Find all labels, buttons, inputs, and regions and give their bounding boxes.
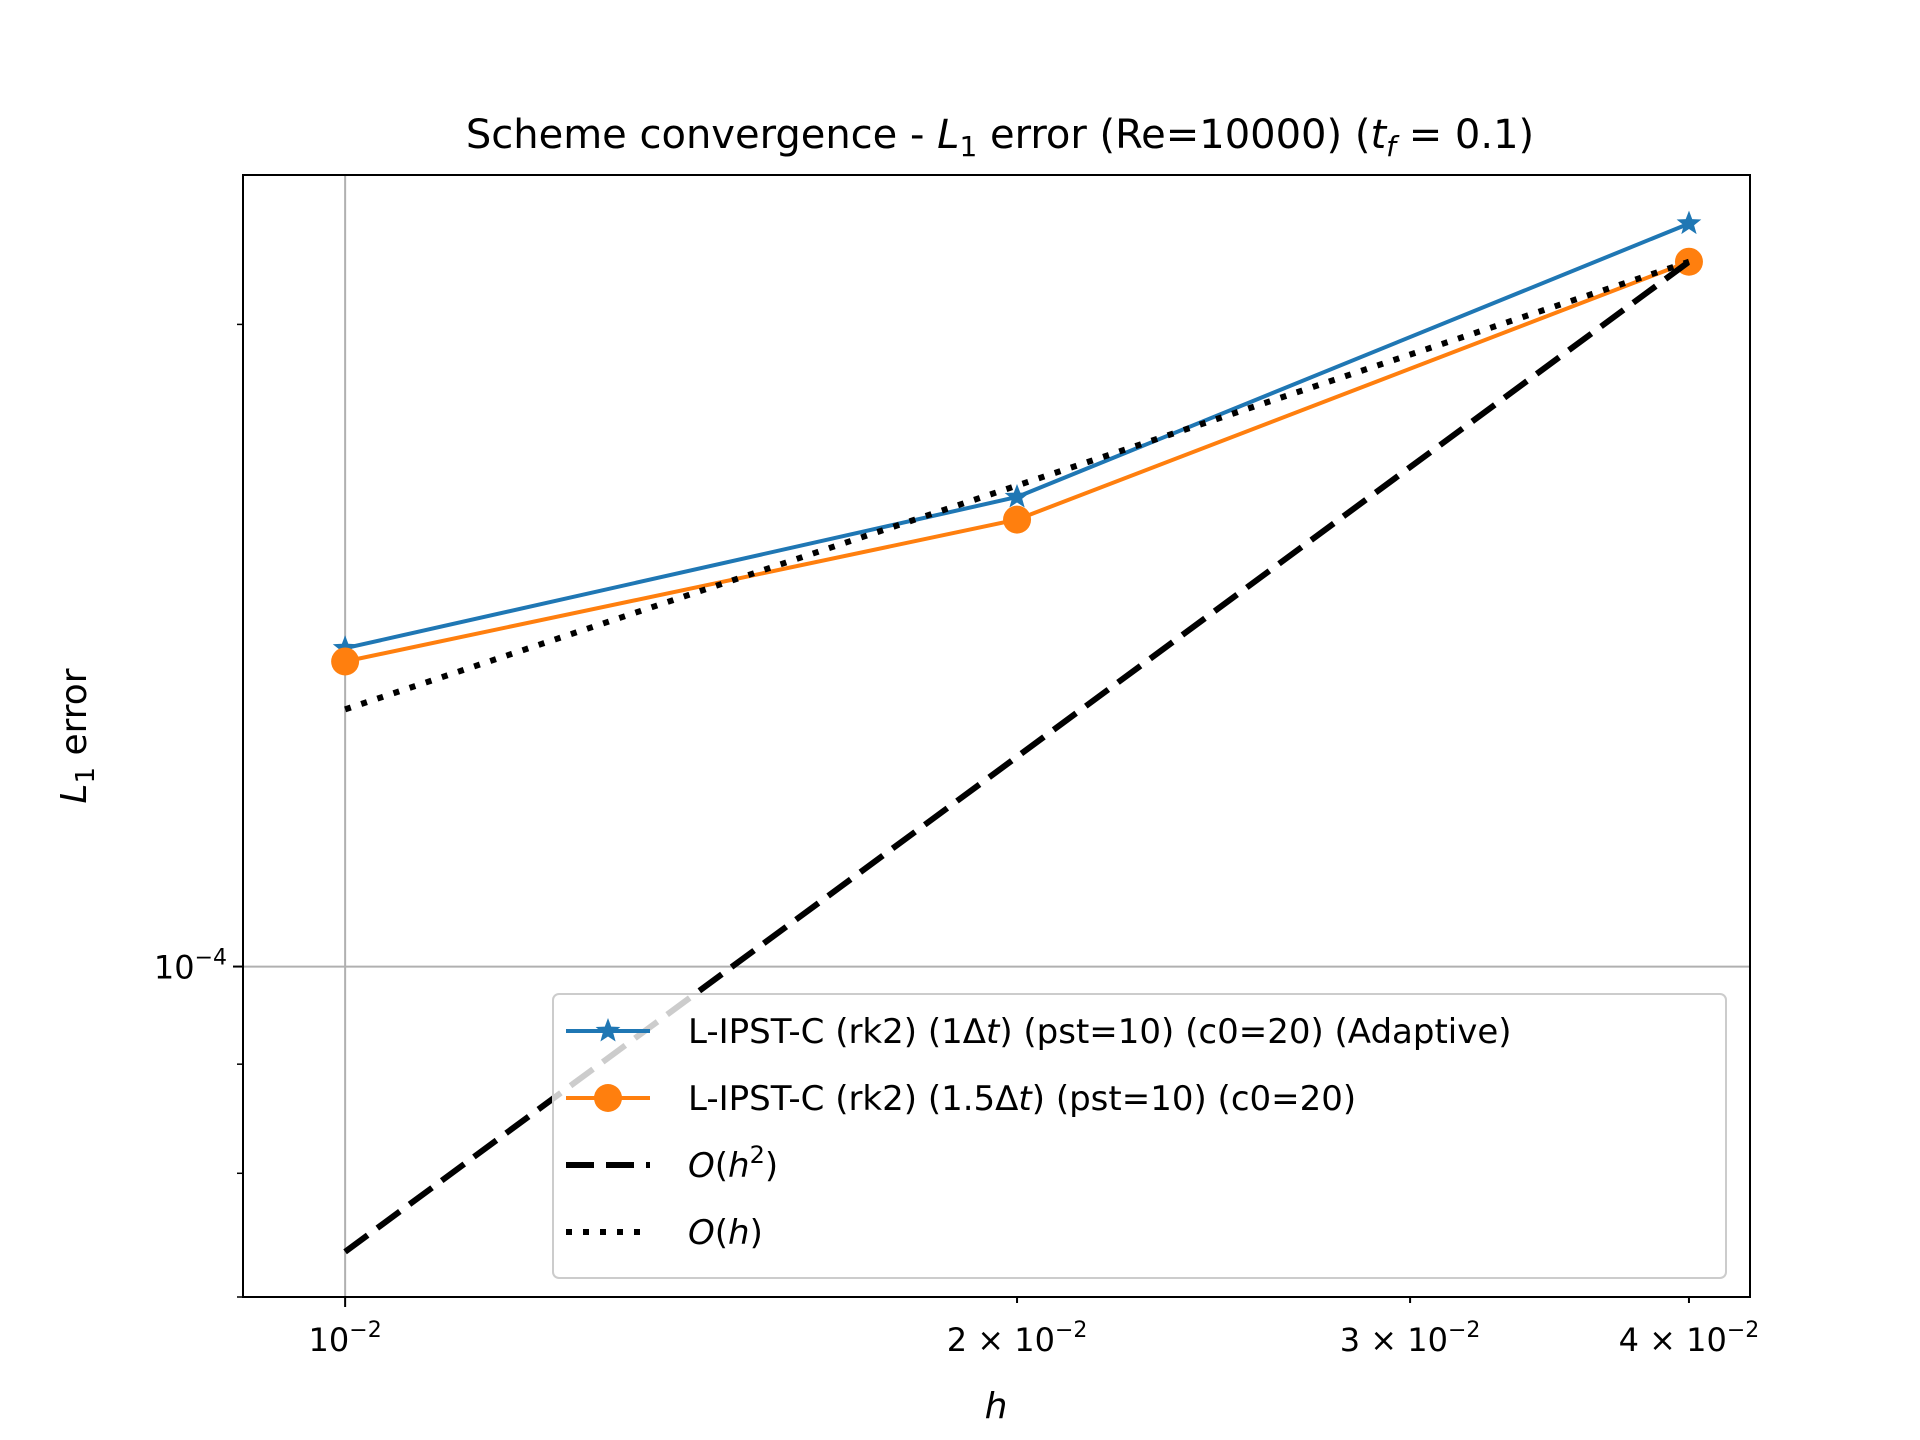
- x-axis-label: h: [985, 1386, 1008, 1427]
- plot-series: [331, 210, 1703, 1255]
- series-1-point: [331, 647, 360, 676]
- legend-marker-1: [594, 1084, 622, 1112]
- legend-marker-0: [595, 1018, 621, 1042]
- series-1-point: [1003, 505, 1032, 534]
- legend-label-0: L-IPST-C (rk2) (1Δt) (pst=10) (c0=20) (A…: [688, 1012, 1512, 1052]
- y-tick-label: 10−4: [154, 946, 227, 987]
- x-tick-label: 2 × 10−2: [947, 1318, 1088, 1359]
- x-tick-label: 4 × 10−2: [1619, 1318, 1760, 1359]
- x-tick-label: 3 × 10−2: [1340, 1318, 1481, 1359]
- chart-title: Scheme convergence - L1 error (Re=10000)…: [466, 112, 1534, 163]
- legend: L-IPST-C (rk2) (1Δt) (pst=10) (c0=20) (A…: [552, 993, 1727, 1279]
- x-tick-label: 10−2: [309, 1318, 382, 1359]
- grid-lines: [243, 175, 1750, 1297]
- series-0-point: [332, 635, 358, 659]
- plot-frame: [242, 174, 1751, 1298]
- legend-label-1: L-IPST-C (rk2) (1.5Δt) (pst=10) (c0=20): [688, 1079, 1356, 1119]
- series-0-point: [1676, 210, 1702, 235]
- axis-ticks: 10−2 2 × 10−2 3 × 10−2 4 × 10−2 10−4: [154, 323, 1760, 1359]
- legend-box: [552, 993, 1727, 1279]
- series-0-point: [1004, 484, 1030, 508]
- legend-label-2: O(h2): [688, 1141, 778, 1186]
- y-axis-label: L1 error: [54, 668, 101, 803]
- legend-label-3: O(h): [688, 1213, 763, 1253]
